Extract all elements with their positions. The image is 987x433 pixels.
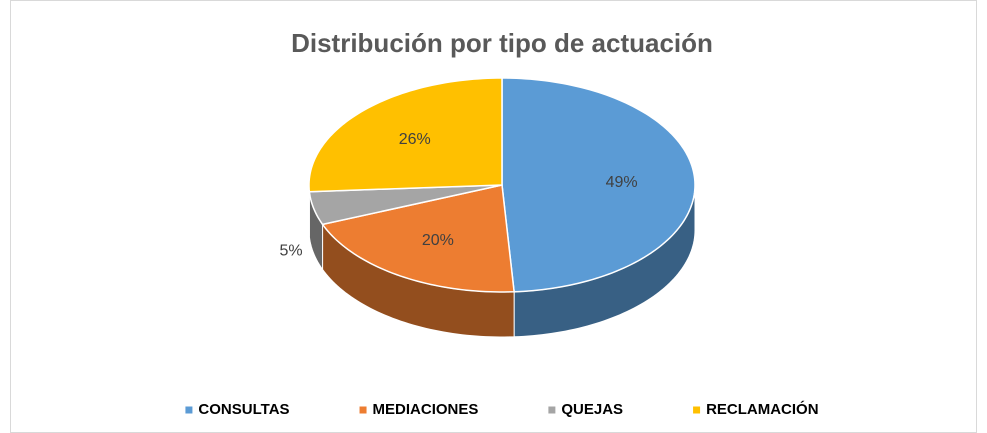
legend-label: QUEJAS	[561, 401, 623, 418]
legend-marker	[693, 406, 701, 414]
pie-slice	[308, 77, 503, 193]
pie-slice	[501, 77, 696, 293]
pie-slice	[308, 184, 503, 226]
data-label: 26%	[399, 131, 431, 148]
chart-title: Distribución por tipo de actuación	[291, 28, 713, 58]
data-label: 5%	[279, 242, 302, 259]
legend-marker	[185, 406, 193, 414]
legend-marker	[548, 406, 556, 414]
legend-label: MEDIACIONES	[373, 401, 479, 418]
data-label: 49%	[606, 174, 638, 191]
legend-label: CONSULTAS	[198, 401, 289, 418]
legend-label: RECLAMACIÓN	[706, 400, 819, 418]
data-label: 20%	[422, 232, 454, 249]
pie-slice	[321, 184, 515, 293]
legend-marker	[359, 406, 367, 414]
